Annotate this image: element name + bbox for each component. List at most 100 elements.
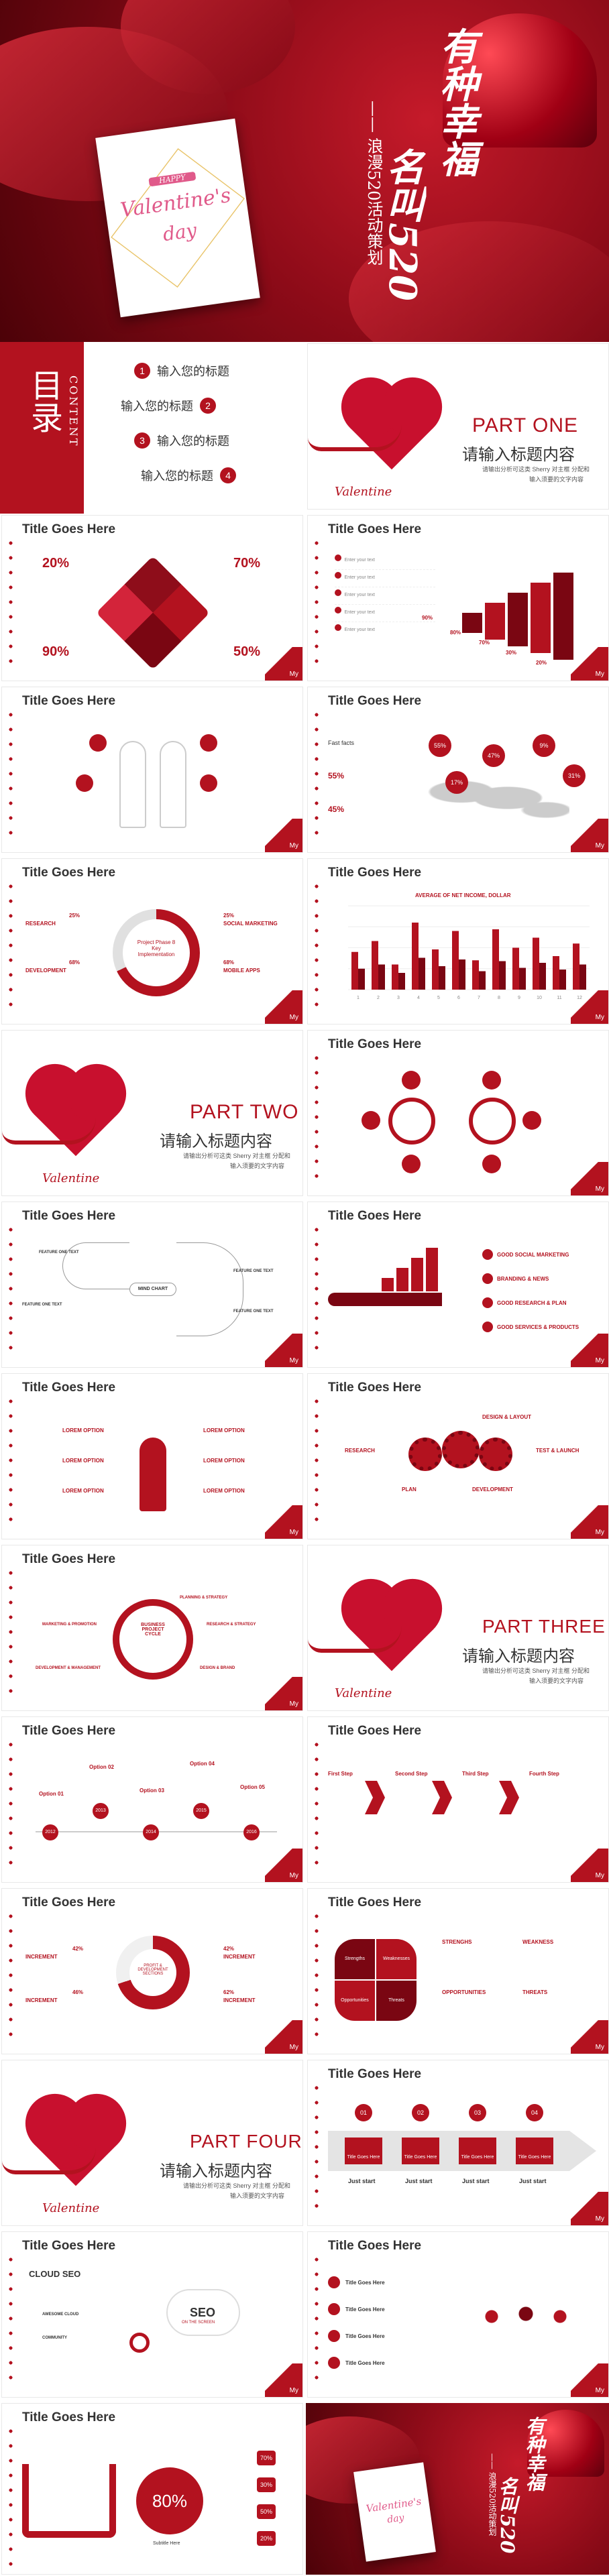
mind-r1: FEATURE ONE TEXT bbox=[233, 1269, 274, 1273]
corner-badge: My bbox=[265, 990, 302, 1024]
dot-border bbox=[315, 1737, 319, 1875]
bar-mark bbox=[573, 943, 579, 990]
icon-circles-slide: Title Goes Here My bbox=[307, 1030, 609, 1196]
corner-badge: My bbox=[571, 1334, 608, 1367]
arrow-bar bbox=[396, 1268, 408, 1291]
swot-br: Threats bbox=[376, 1981, 417, 2021]
bar-mark bbox=[378, 964, 385, 990]
option-label: Option 03 bbox=[140, 1788, 164, 1794]
half-circle-slide: Title Goes Here PROFIT & DEVELOPMENT SECTI… bbox=[1, 1888, 303, 2054]
dot-border bbox=[9, 1222, 13, 1360]
four-step-slide: Title Goes Here 01 02 03 04 Title Goes H… bbox=[307, 2060, 609, 2226]
ring-ltitle2: DEVELOPMENT bbox=[25, 968, 66, 974]
corner-badge: My bbox=[571, 1849, 608, 1882]
slide-title: Title Goes Here bbox=[328, 2239, 422, 2253]
hc-r1: 42% bbox=[223, 1946, 235, 1952]
puzzle-pct-2: 70% bbox=[233, 556, 261, 571]
dot-border bbox=[9, 707, 13, 845]
mind-branch bbox=[62, 1242, 129, 1289]
arrow-list-item: BRANDING & NEWS bbox=[482, 1267, 596, 1291]
toc-label: 输入您的标题 bbox=[141, 469, 213, 483]
dot-border bbox=[315, 1222, 319, 1360]
cycle-r2: RESEARCH & STRATEGY bbox=[207, 1623, 256, 1627]
part-title: PART TWO bbox=[190, 1101, 299, 1123]
x-tick-label: 5 bbox=[437, 996, 440, 1000]
desc-line-1: 请输出分析可这类 Sherry 对主框 分配和 bbox=[183, 2182, 291, 2189]
step-box: Title Goes Here bbox=[345, 2138, 382, 2164]
hc-tag: INCREMENT bbox=[223, 1997, 256, 2003]
hc-tag: INCREMENT bbox=[25, 1954, 58, 1960]
slide-title: Title Goes Here bbox=[22, 1209, 116, 1223]
x-tick-label: 9 bbox=[518, 996, 520, 1000]
toc-item-4[interactable]: 输入您的标题 4 bbox=[141, 467, 236, 484]
gear-t4: PLAN bbox=[402, 1486, 417, 1492]
toc-label: 输入您的标题 bbox=[157, 434, 229, 448]
stairs-graphic bbox=[462, 552, 596, 660]
ribbon-line bbox=[308, 424, 402, 451]
desc-line-2: 输入须要的文字内容 bbox=[529, 1678, 584, 1684]
gear-icon bbox=[408, 1438, 442, 1471]
slide-title: Title Goes Here bbox=[328, 866, 422, 880]
corner-badge: My bbox=[265, 1677, 302, 1710]
opt-r3: LOREM OPTION bbox=[203, 1488, 245, 1494]
toc-item-1[interactable]: 1 输入您的标题 bbox=[134, 362, 229, 379]
bar-mark bbox=[539, 963, 546, 990]
bar-mark bbox=[358, 968, 365, 990]
valentine-card: Valentine's day bbox=[353, 2462, 436, 2562]
man-figure bbox=[140, 1438, 166, 1511]
map-slide: Title Goes Here Fast facts 55% 45% 55% 4… bbox=[307, 687, 609, 853]
bar-mark bbox=[519, 968, 526, 990]
option-label: Option 01 bbox=[39, 1791, 64, 1797]
marker-r1 bbox=[200, 734, 217, 752]
check-item: Enter your text bbox=[335, 587, 435, 605]
year-dot: 2012 bbox=[42, 1824, 58, 1840]
steps-slide: Title Goes Here First Step Second Step T… bbox=[307, 1716, 609, 1883]
part-title: PART ONE bbox=[472, 414, 579, 436]
swot-t2: WEAKNESS bbox=[522, 1939, 554, 1945]
cart-val: 50% bbox=[257, 2504, 276, 2519]
step-chevron bbox=[432, 1781, 452, 1814]
bar-mark bbox=[412, 923, 419, 990]
node-icon bbox=[522, 1111, 541, 1130]
map-heading: Fast facts bbox=[328, 740, 355, 746]
center-ring-1 bbox=[388, 1098, 435, 1145]
x-tick-label: 2 bbox=[377, 996, 380, 1000]
dot-border bbox=[9, 2252, 13, 2390]
toc-item-2[interactable]: 输入您的标题 2 bbox=[121, 397, 216, 414]
swot-slide: Title Goes Here Strengths Weaknesses Opp… bbox=[307, 1888, 609, 2054]
closing-calligraphy-2: 名叫520 bbox=[496, 2477, 518, 2554]
arrow-bar bbox=[382, 1278, 394, 1291]
slide-title: Title Goes Here bbox=[328, 522, 422, 536]
stairs-val-1: 90% bbox=[422, 615, 433, 621]
dot-border bbox=[315, 1909, 319, 2047]
part-title: PART FOUR bbox=[190, 2131, 302, 2152]
seo-sub: ON THE SCREEN bbox=[182, 2321, 215, 2325]
bar-mark bbox=[492, 929, 499, 990]
seo-i1: AWESOME CLOUD bbox=[42, 2312, 79, 2317]
hero-subtitle: —— 浪漫520活动策划 bbox=[364, 101, 383, 266]
slide-title: Title Goes Here bbox=[328, 1037, 422, 1051]
corner-badge: My bbox=[265, 2363, 302, 2397]
node-icon bbox=[402, 1071, 421, 1090]
step-text: Just start bbox=[519, 2178, 547, 2184]
puzzle-pct-1: 20% bbox=[42, 556, 70, 571]
dot-border bbox=[9, 1737, 13, 1875]
arrow-bar bbox=[426, 1248, 438, 1291]
bar-mark bbox=[512, 947, 519, 990]
bar-mark bbox=[398, 973, 405, 990]
dot-border bbox=[315, 879, 319, 1017]
slide-title: Title Goes Here bbox=[22, 694, 116, 708]
toc-num: 3 bbox=[134, 432, 150, 449]
step-num: 04 bbox=[526, 2104, 543, 2121]
corner-badge: My bbox=[571, 990, 608, 1024]
puzzle-slide: Title Goes Here 20% 70% 90% 50% My bbox=[1, 515, 303, 681]
node-icon bbox=[482, 1071, 501, 1090]
corner-badge: My bbox=[265, 1505, 302, 1539]
bar-mark bbox=[479, 971, 486, 990]
slide-title: Title Goes Here bbox=[22, 522, 116, 536]
bar-mark bbox=[579, 964, 586, 990]
dot-border bbox=[315, 1051, 319, 1189]
toc-item-3[interactable]: 3 输入您的标题 bbox=[134, 432, 229, 449]
step-label: Second Step bbox=[395, 1771, 428, 1777]
gear-t3: TEST & LAUNCH bbox=[536, 1448, 579, 1454]
